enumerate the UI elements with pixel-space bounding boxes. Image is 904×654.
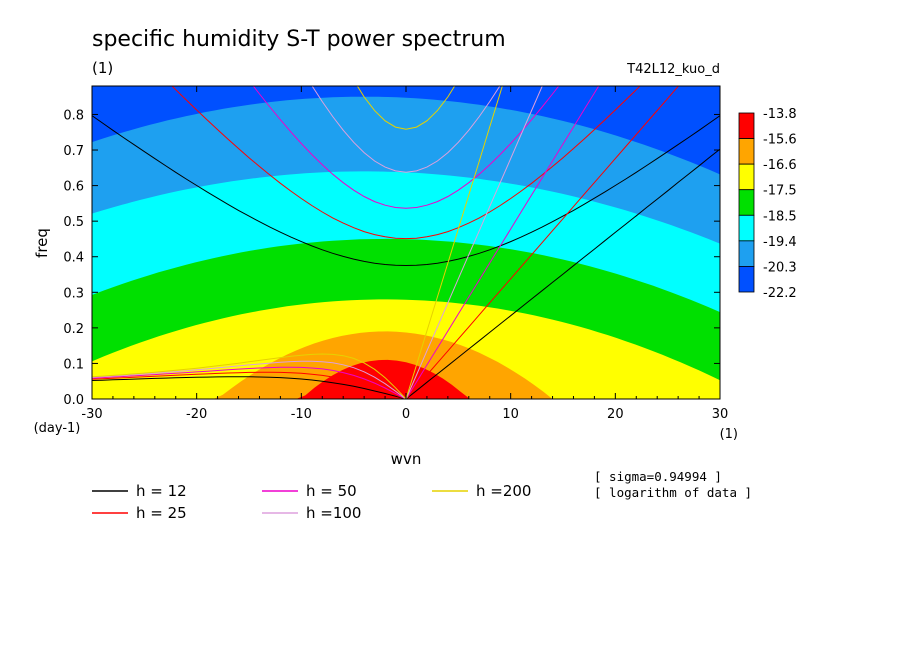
y-tick-label: 0.5: [63, 215, 84, 230]
kelvin-curve-h25: [405, 86, 680, 399]
gravity-curve-h50: [252, 86, 560, 209]
y-tick-label: 0.0: [63, 393, 84, 408]
y-tick-label: 0.8: [63, 108, 84, 123]
annotation-sigma: [ sigma=0.94994 ]: [594, 469, 722, 484]
colorbar: -13.8 -15.6 -16.6 -17.5 -18.5 -19.4 -20.3 -22.2: [738, 107, 797, 301]
rossby-curve-h12: [92, 376, 407, 399]
legend-label: h = 25: [136, 504, 187, 522]
x-axis-label: wvn: [391, 450, 422, 468]
colorbar-swatch: [738, 214, 755, 242]
x-tick-label: 10: [502, 407, 519, 422]
kelvin-curve-h200: [405, 86, 503, 399]
colorbar-swatch: [738, 112, 755, 139]
gravity-curve-h12: [92, 115, 720, 267]
x-tick-label: 20: [607, 407, 624, 422]
rossby-curve-h50: [92, 366, 407, 399]
colorbar-label: -16.6: [763, 158, 797, 173]
gravity-curve-h25: [171, 86, 641, 240]
x-tick-label: 0: [402, 407, 410, 422]
x-tick-label: -20: [186, 407, 207, 422]
rossby-curve-h100: [92, 360, 407, 399]
colorbar-swatch: [738, 163, 755, 191]
colorbar-label: -22.2: [763, 286, 797, 301]
y-tick-label: 0.4: [63, 251, 84, 266]
y-tick-label: 0.7: [63, 144, 84, 159]
legend: h = 12 h = 25 h = 50 h =100 h =200: [92, 482, 531, 522]
legend-label: h = 12: [136, 482, 187, 500]
chart-title: specific humidity S-T power spectrum: [92, 27, 506, 52]
y-tick-label: 0.3: [63, 286, 84, 301]
gravity-curve-h100: [311, 86, 501, 173]
kelvin-curve-h100: [405, 86, 543, 399]
x-tick-label: -10: [291, 407, 312, 422]
legend-label: h =100: [306, 504, 361, 522]
rossby-curve-h200: [92, 353, 407, 399]
y-unit-label: (day-1): [34, 421, 81, 436]
x-tick-label: -30: [81, 407, 102, 422]
colorbar-swatch: [738, 266, 755, 293]
x-unit-label: (1): [720, 427, 738, 442]
plot-area: [92, 86, 720, 399]
contour-band-1: [92, 359, 720, 399]
y-tick-label: 0.1: [63, 357, 84, 372]
x-tick-label: 30: [712, 407, 729, 422]
colorbar-label: -17.5: [763, 184, 797, 199]
run-label: T42L12_kuo_d: [626, 62, 720, 77]
y-tick-label: 0.2: [63, 322, 84, 337]
colorbar-label: -20.3: [763, 260, 797, 275]
legend-label: h = 50: [306, 482, 357, 500]
gravity-curve-h200: [356, 86, 456, 130]
chart-subtitle: (1): [92, 59, 113, 77]
colorbar-swatch: [738, 240, 755, 267]
legend-label: h =200: [476, 482, 531, 500]
kelvin-curve-h12: [405, 148, 720, 399]
colorbar-swatch: [738, 189, 755, 216]
colorbar-label: -19.4: [763, 235, 797, 250]
annotation-log: [ logarithm of data ]: [594, 485, 752, 500]
colorbar-swatch: [738, 138, 755, 165]
y-tick-label: 0.6: [63, 180, 84, 195]
colorbar-label: -15.6: [763, 133, 797, 148]
y-axis-label: freq: [33, 228, 51, 258]
rossby-curve-h25: [92, 371, 407, 399]
kelvin-curve-h50: [405, 86, 600, 399]
colorbar-label: -13.8: [763, 107, 797, 122]
colorbar-label: -18.5: [763, 209, 797, 224]
